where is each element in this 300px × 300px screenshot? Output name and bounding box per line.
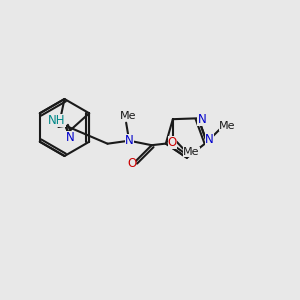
- Text: N: N: [197, 113, 206, 126]
- Text: N: N: [125, 134, 134, 147]
- Text: N: N: [66, 131, 74, 144]
- Text: NH: NH: [48, 114, 66, 127]
- Text: N: N: [205, 133, 214, 146]
- Text: Me: Me: [120, 111, 137, 121]
- Text: O: O: [168, 136, 177, 149]
- Text: Me: Me: [183, 147, 200, 157]
- Text: O: O: [127, 157, 136, 170]
- Text: Me: Me: [219, 121, 235, 131]
